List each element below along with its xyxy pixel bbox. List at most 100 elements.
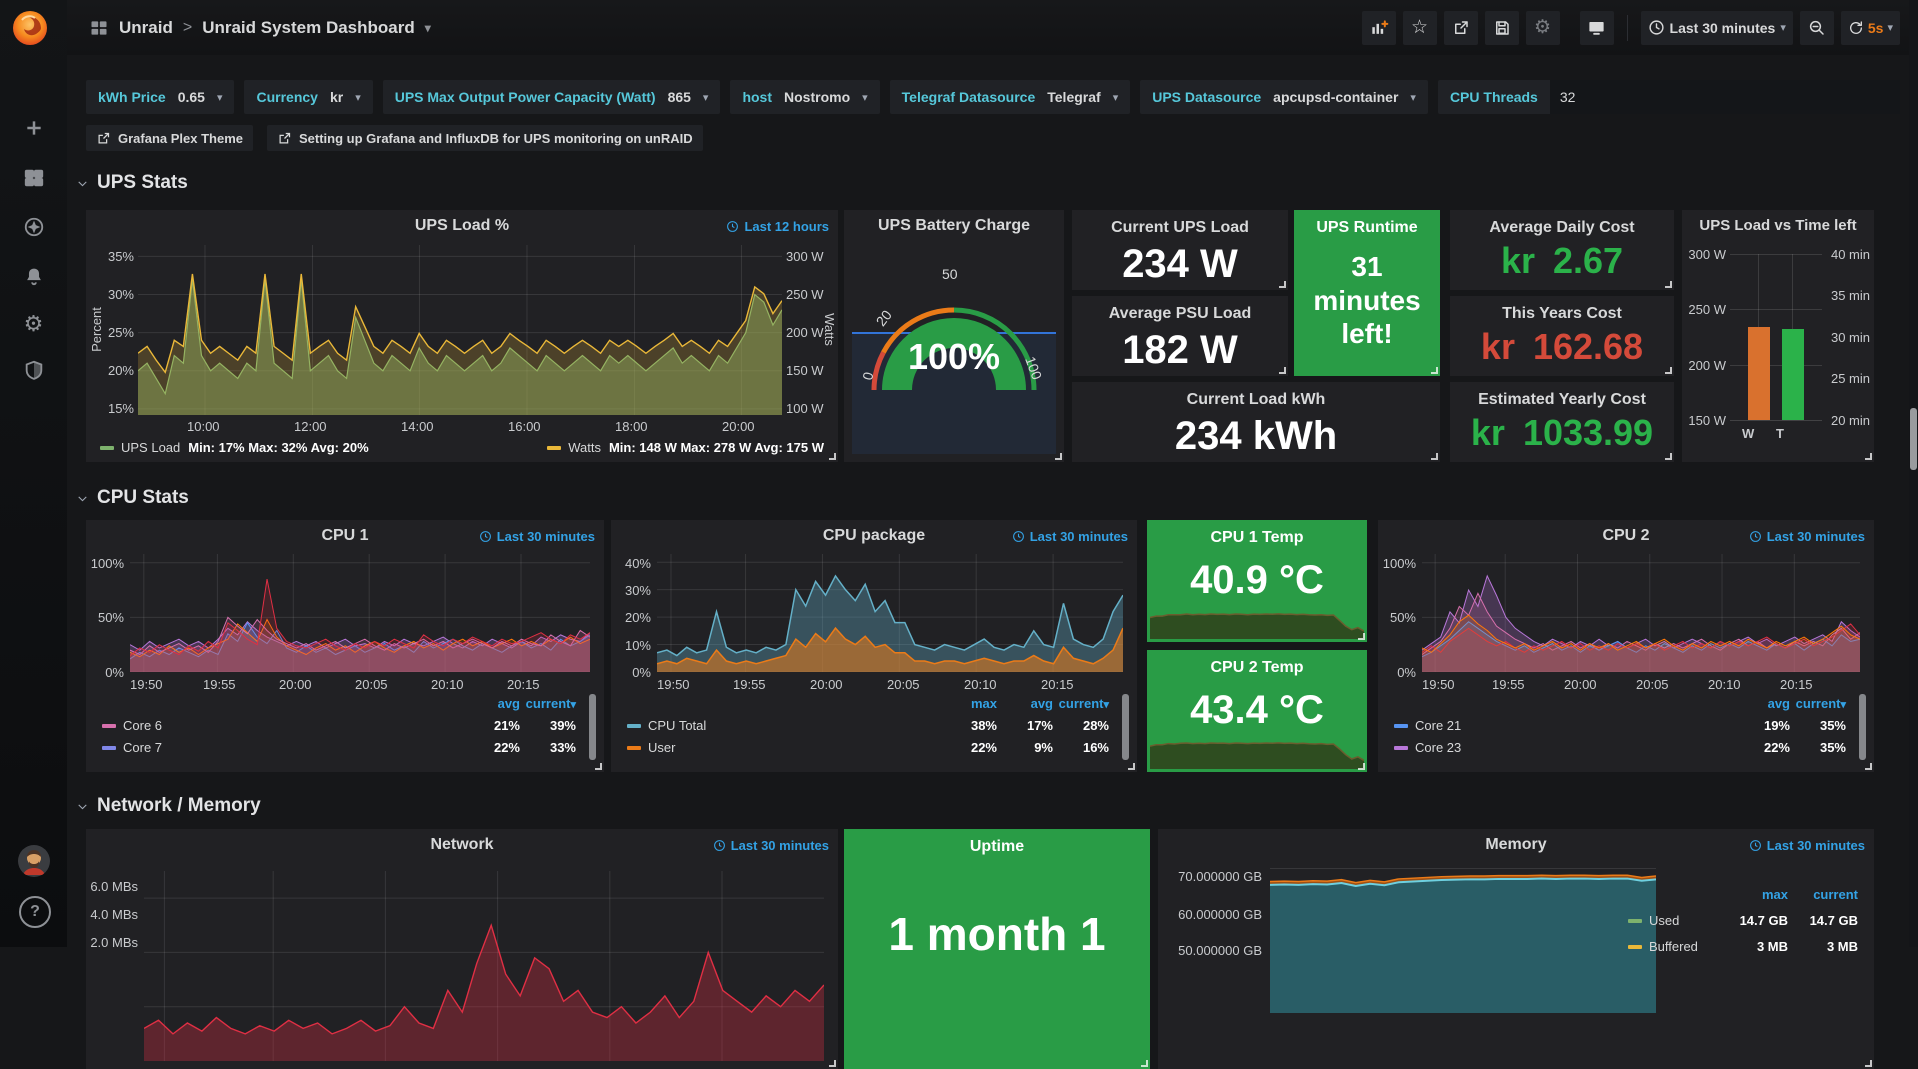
panel-time-range[interactable]: Last 12 hours <box>726 219 829 234</box>
stat-title[interactable]: Current Load kWh <box>1186 391 1326 408</box>
stat-title[interactable]: This Years Cost <box>1502 305 1622 322</box>
page-scrollbar-thumb[interactable] <box>1910 408 1917 470</box>
panel-time-range[interactable]: Last 30 minutes <box>1749 838 1865 853</box>
chevron-down-icon[interactable]: ▾ <box>424 20 431 35</box>
series-name[interactable]: Core 7 <box>123 740 163 755</box>
stat-title[interactable]: UPS Runtime <box>1316 219 1418 236</box>
legend-row: Core 21 19% 35% <box>1394 718 1846 733</box>
zoom-out-time-button[interactable] <box>1799 10 1834 45</box>
series-name[interactable]: Used <box>1649 913 1680 928</box>
series-name[interactable]: Core 6 <box>123 718 163 733</box>
dashboard-title[interactable]: Unraid System Dashboard <box>202 17 415 37</box>
star-icon: ☆ <box>1411 17 1429 38</box>
page-scrollbar[interactable] <box>1909 0 1918 947</box>
series-swatch <box>102 745 116 750</box>
help-button[interactable]: ? <box>19 896 51 928</box>
share-dashboard-button[interactable] <box>1443 10 1478 45</box>
sidebar-create-button[interactable] <box>0 108 67 148</box>
link-label: Setting up Grafana and InfluxDB for UPS … <box>299 130 693 146</box>
network-chart[interactable] <box>144 871 824 1061</box>
series-name[interactable]: CPU Total <box>648 718 707 733</box>
caret-down-icon: ▾ <box>702 91 709 104</box>
bar-watts[interactable] <box>1748 327 1770 420</box>
panel-title[interactable]: CPU 1 <box>321 527 369 544</box>
legend-col[interactable]: avg <box>1767 696 1790 711</box>
legend-col[interactable]: avg <box>497 696 520 711</box>
bar-time-left[interactable] <box>1782 328 1804 420</box>
stat-title[interactable]: Average PSU Load <box>1108 305 1252 322</box>
panel-time-range[interactable]: Last 30 minutes <box>1749 529 1865 544</box>
variable-label: CPU Threads <box>1449 89 1538 105</box>
legend-col[interactable]: current▾ <box>1795 696 1846 711</box>
panel-title[interactable]: Network <box>430 836 494 853</box>
stat-title[interactable]: Current UPS Load <box>1111 219 1249 236</box>
cpu1-chart[interactable] <box>130 554 590 672</box>
sidebar-dashboards-button[interactable] <box>0 158 67 198</box>
legend-col[interactable]: max <box>1761 887 1788 902</box>
panel-time-range[interactable]: Last 30 minutes <box>713 838 829 853</box>
section-ups-stats[interactable]: UPS Stats <box>76 172 188 194</box>
stat-title[interactable]: CPU 1 Temp <box>1210 529 1304 546</box>
cpu-package-chart[interactable] <box>657 554 1123 672</box>
sidebar-alerting-button[interactable] <box>0 256 67 296</box>
panel-title[interactable]: UPS Load vs Time left <box>1699 217 1857 234</box>
stat-title[interactable]: Estimated Yearly Cost <box>1478 391 1646 408</box>
variable-telegraf-datasource[interactable]: Telegraf Datasource Telegraf ▾ <box>889 80 1131 114</box>
sidebar-configuration-button[interactable]: ⚙ <box>0 304 67 344</box>
variable-host[interactable]: host Nostromo ▾ <box>730 80 880 114</box>
battery-gauge[interactable] <box>844 240 1064 430</box>
legend-col[interactable]: current▾ <box>525 696 576 711</box>
stat-title[interactable]: Uptime <box>969 838 1025 855</box>
link-ups-monitoring-guide[interactable]: Setting up Grafana and InfluxDB for UPS … <box>267 125 703 151</box>
panel-title[interactable]: UPS Battery Charge <box>877 217 1031 234</box>
add-panel-button[interactable] <box>1361 10 1396 45</box>
legend-col[interactable]: avg <box>1030 696 1053 711</box>
panel-title[interactable]: CPU 2 <box>1602 527 1650 544</box>
time-range-picker[interactable]: Last 30 minutes ▾ <box>1640 10 1793 45</box>
stat-title[interactable]: Average Daily Cost <box>1489 219 1635 236</box>
legend-scrollbar[interactable] <box>589 694 596 760</box>
series-name[interactable]: Core 21 <box>1415 718 1462 733</box>
legend-col[interactable]: max <box>970 696 997 711</box>
variable-ups-datasource[interactable]: UPS Datasource apcupsd-container ▾ <box>1140 80 1428 114</box>
save-dashboard-button[interactable] <box>1484 10 1519 45</box>
legend-scrollbar[interactable] <box>1859 694 1866 760</box>
sidebar-explore-button[interactable] <box>0 207 67 247</box>
series-name[interactable]: UPS Load <box>121 440 181 455</box>
section-cpu-stats[interactable]: CPU Stats <box>76 487 189 509</box>
refresh-picker[interactable]: 5s ▾ <box>1840 10 1900 45</box>
legend-col[interactable]: current▾ <box>1058 696 1109 711</box>
sidebar-server-admin-button[interactable] <box>0 350 67 390</box>
cycle-view-mode-button[interactable] <box>1579 10 1614 45</box>
star-dashboard-button[interactable]: ☆ <box>1402 10 1437 45</box>
legend-scrollbar[interactable] <box>1122 694 1129 760</box>
link-grafana-plex-theme[interactable]: Grafana Plex Theme <box>86 125 253 151</box>
legend-header: max avg current▾ <box>627 696 1109 711</box>
variable-ups-max-output[interactable]: UPS Max Output Power Capacity (Watt) 865… <box>382 80 721 114</box>
panel-title[interactable]: UPS Load % <box>414 217 510 234</box>
sidebar: ⚙ ? <box>0 0 67 947</box>
panel-time-range[interactable]: Last 30 minutes <box>1012 529 1128 544</box>
dashboard-settings-button[interactable]: ⚙ <box>1525 10 1560 45</box>
cpu-threads-input[interactable]: 32 <box>1549 80 1900 114</box>
apps-grid-icon[interactable] <box>89 18 109 38</box>
series-name[interactable]: Core 23 <box>1415 740 1462 755</box>
breadcrumb-folder[interactable]: Unraid <box>119 17 173 37</box>
series-name[interactable]: User <box>648 740 676 755</box>
user-avatar[interactable] <box>18 845 50 877</box>
cpu2-chart[interactable] <box>1422 554 1860 672</box>
template-variables-row: kWh Price 0.65 ▾ Currency kr ▾ UPS Max O… <box>86 80 1900 114</box>
ups-bar-chart[interactable] <box>1730 254 1822 421</box>
panel-time-range[interactable]: Last 30 minutes <box>479 529 595 544</box>
stat-title[interactable]: CPU 2 Temp <box>1210 659 1304 676</box>
memory-chart[interactable] <box>1270 863 1656 1013</box>
variable-kwh-price[interactable]: kWh Price 0.65 ▾ <box>86 80 235 114</box>
legend-col[interactable]: current <box>1813 887 1858 902</box>
section-network-memory[interactable]: Network / Memory <box>76 795 261 817</box>
panel-title[interactable]: Memory <box>1485 836 1547 853</box>
grafana-logo[interactable] <box>8 6 52 50</box>
panel-title[interactable]: CPU package <box>822 527 926 544</box>
variable-currency[interactable]: Currency kr ▾ <box>244 80 373 114</box>
ups-load-chart[interactable] <box>138 245 782 415</box>
series-name[interactable]: Watts <box>568 440 601 455</box>
